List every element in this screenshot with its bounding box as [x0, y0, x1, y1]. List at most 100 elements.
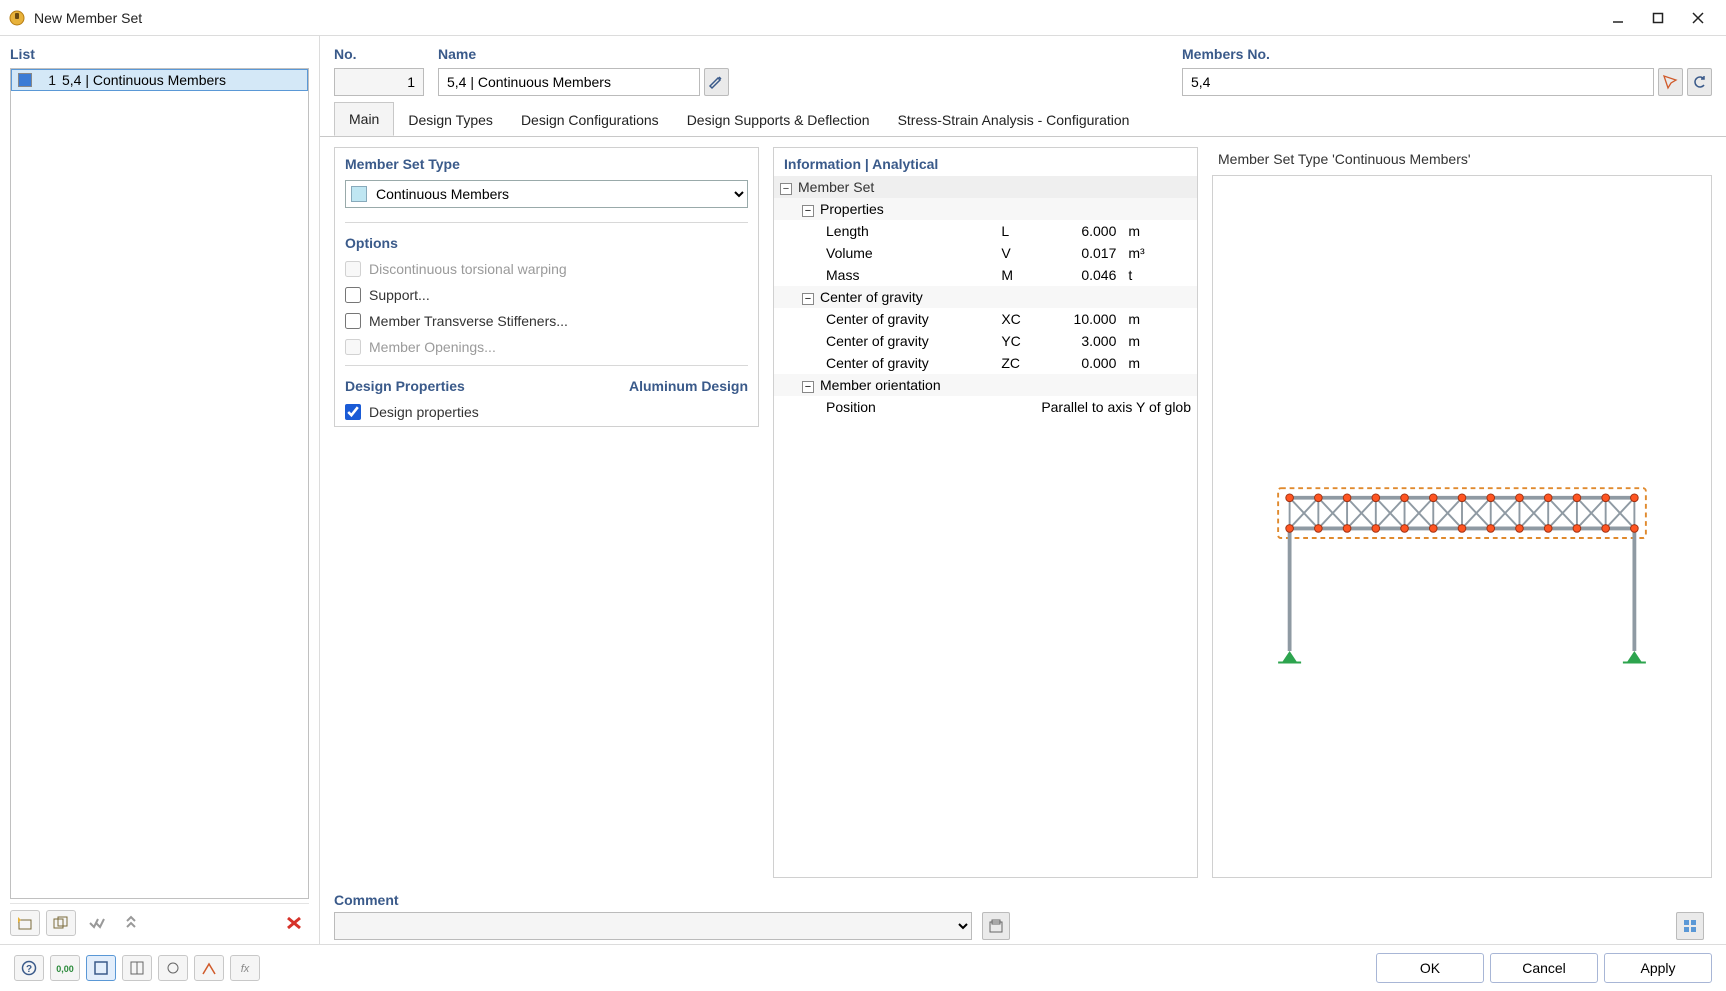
- main-content: No. Name Members No.: [320, 36, 1726, 944]
- design-props-heading: Design Properties Aluminum Design: [335, 370, 758, 398]
- comment-block: Comment: [320, 888, 1726, 944]
- help-button[interactable]: ?: [14, 955, 44, 981]
- table-row[interactable]: VolumeV0.017m³: [774, 242, 1197, 264]
- members-input[interactable]: [1182, 68, 1654, 96]
- settings-button[interactable]: [118, 910, 148, 936]
- table-row[interactable]: Center of gravityXC10.000m: [774, 308, 1197, 330]
- name-input[interactable]: [438, 68, 700, 96]
- spacer-cell: [743, 46, 1168, 96]
- tab-design-configurations[interactable]: Design Configurations: [507, 104, 673, 136]
- tab-bar: Main Design Types Design Configurations …: [320, 102, 1726, 137]
- svg-text:?: ?: [26, 964, 32, 975]
- pick-members-button[interactable]: [1658, 68, 1683, 96]
- list-item[interactable]: 1 5,4 | Continuous Members: [11, 69, 308, 91]
- preview-canvas[interactable]: [1212, 175, 1712, 878]
- copy-item-button[interactable]: [46, 910, 76, 936]
- table-row[interactable]: −Center of gravity: [774, 286, 1197, 308]
- preview-panel: Member Set Type 'Continuous Members': [1212, 147, 1712, 878]
- svg-text:0,00: 0,00: [56, 964, 74, 974]
- table-row[interactable]: LengthL6.000m: [774, 220, 1197, 242]
- option-checkbox-2[interactable]: [345, 313, 361, 329]
- design-properties-label: Design properties: [369, 404, 479, 420]
- tab-design-supports[interactable]: Design Supports & Deflection: [673, 104, 884, 136]
- option-row-0: Discontinuous torsional warping: [345, 261, 748, 277]
- list-item-color-swatch: [18, 73, 32, 87]
- tab-design-types[interactable]: Design Types: [394, 104, 507, 136]
- tab-main[interactable]: Main: [334, 102, 394, 136]
- truss-diagram: [1213, 176, 1711, 877]
- window-titlebar: New Member Set: [0, 0, 1726, 36]
- table-row[interactable]: Center of gravityYC3.000m: [774, 330, 1197, 352]
- delete-item-button[interactable]: [279, 910, 309, 936]
- name-label: Name: [438, 46, 729, 62]
- table-row[interactable]: Center of gravityZC0.000m: [774, 352, 1197, 374]
- list-panel: List 1 5,4 | Continuous Members: [0, 36, 320, 944]
- list-box[interactable]: 1 5,4 | Continuous Members: [10, 68, 309, 899]
- option-label-1: Support...: [369, 287, 430, 303]
- option-checkbox-1[interactable]: [345, 287, 361, 303]
- information-heading: Information | Analytical: [774, 148, 1197, 176]
- design-props-accent: Aluminum Design: [629, 378, 748, 394]
- tab-stress-strain[interactable]: Stress-Strain Analysis - Configuration: [884, 104, 1144, 136]
- design-props-label: Design Properties: [345, 378, 465, 394]
- window-title: New Member Set: [34, 10, 1598, 26]
- comment-browse-button[interactable]: [982, 912, 1010, 940]
- preview-caption: Member Set Type 'Continuous Members': [1212, 147, 1712, 175]
- option-label-3: Member Openings...: [369, 339, 496, 355]
- check-button[interactable]: [82, 910, 112, 936]
- no-input[interactable]: [334, 68, 424, 96]
- member-set-type-card: Member Set Type Continuous Members Optio…: [334, 147, 759, 427]
- table-row[interactable]: −Member orientation: [774, 374, 1197, 396]
- name-field-group: Name: [438, 46, 729, 96]
- apply-button[interactable]: Apply: [1604, 953, 1712, 983]
- view-mode-1-button[interactable]: [86, 955, 116, 981]
- preview-refresh-button[interactable]: [1676, 912, 1704, 940]
- dialog-footer: ? 0,00 fx OK Cancel Apply: [0, 944, 1726, 991]
- option-row-1[interactable]: Support...: [345, 287, 748, 303]
- ok-button[interactable]: OK: [1376, 953, 1484, 983]
- view-mode-4-button[interactable]: [194, 955, 224, 981]
- option-checkbox-3: [345, 339, 361, 355]
- members-label: Members No.: [1182, 46, 1712, 62]
- window-close-button[interactable]: [1678, 4, 1718, 32]
- reverse-members-button[interactable]: [1687, 68, 1712, 96]
- member-set-type-select[interactable]: Continuous Members: [345, 180, 748, 208]
- units-button[interactable]: 0,00: [50, 955, 80, 981]
- view-mode-2-button[interactable]: [122, 955, 152, 981]
- window-maximize-button[interactable]: [1638, 4, 1678, 32]
- comment-input[interactable]: [334, 912, 972, 940]
- option-row-2[interactable]: Member Transverse Stiffeners...: [345, 313, 748, 329]
- design-properties-checkbox[interactable]: [345, 404, 361, 420]
- type-color-chip: [351, 186, 367, 202]
- svg-text:fx: fx: [241, 963, 250, 975]
- app-icon: [8, 9, 26, 27]
- table-row[interactable]: PositionParallel to axis Y of glob: [774, 396, 1197, 418]
- no-label: No.: [334, 46, 424, 62]
- member-set-type-heading: Member Set Type: [335, 148, 758, 176]
- information-table: −Member Set−PropertiesLengthL6.000mVolum…: [774, 176, 1197, 418]
- list-toolbar: [10, 903, 309, 940]
- new-item-button[interactable]: [10, 910, 40, 936]
- header-row: No. Name Members No.: [320, 36, 1726, 102]
- design-properties-checkbox-row[interactable]: Design properties: [345, 404, 748, 420]
- comment-heading: Comment: [334, 892, 1712, 908]
- information-card: Information | Analytical −Member Set−Pro…: [773, 147, 1198, 878]
- edit-name-button[interactable]: [704, 68, 729, 96]
- list-item-label: 5,4 | Continuous Members: [62, 72, 226, 88]
- no-field-group: No.: [334, 46, 424, 96]
- window-minimize-button[interactable]: [1598, 4, 1638, 32]
- option-checkbox-0: [345, 261, 361, 277]
- members-field-group: Members No.: [1182, 46, 1712, 96]
- option-row-3: Member Openings...: [345, 339, 748, 355]
- options-heading: Options: [335, 227, 758, 255]
- options-list: Discontinuous torsional warping Support..…: [335, 255, 758, 361]
- table-row[interactable]: −Properties: [774, 198, 1197, 220]
- view-mode-3-button[interactable]: [158, 955, 188, 981]
- table-row[interactable]: −Member Set: [774, 176, 1197, 198]
- option-label-2: Member Transverse Stiffeners...: [369, 313, 568, 329]
- cancel-button[interactable]: Cancel: [1490, 953, 1598, 983]
- view-mode-5-button[interactable]: fx: [230, 955, 260, 981]
- list-heading: List: [10, 46, 309, 62]
- table-row[interactable]: MassM0.046t: [774, 264, 1197, 286]
- list-item-index: 1: [38, 72, 56, 88]
